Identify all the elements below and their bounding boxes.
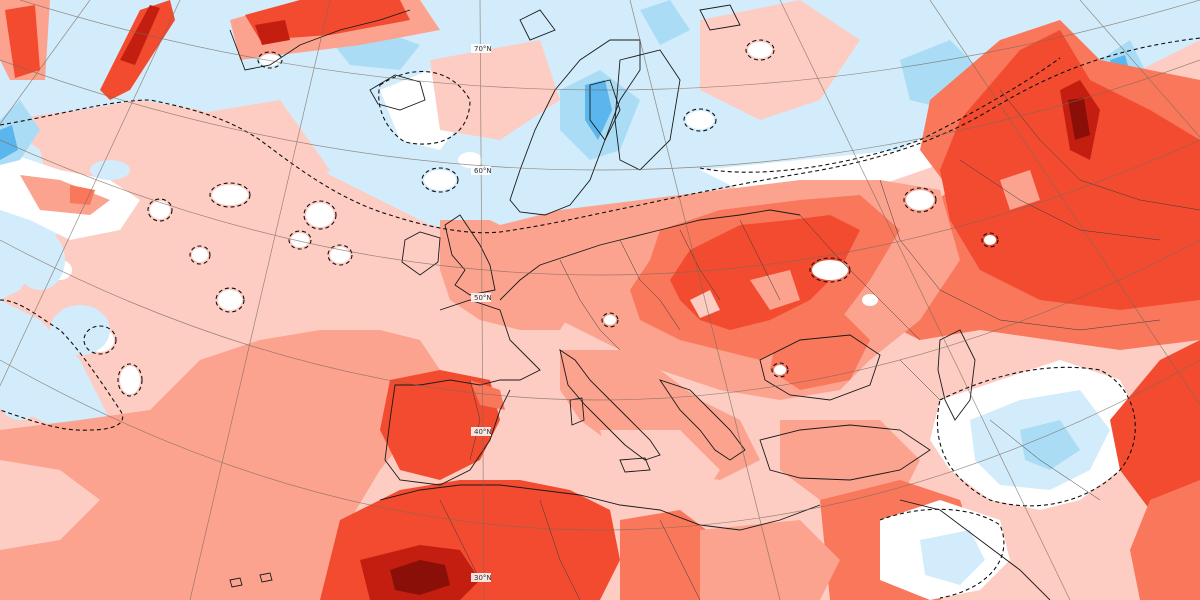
svg-text:50°N: 50°N [474, 294, 492, 302]
warm-anomaly-north [0, 0, 860, 230]
svg-text:70°N: 70°N [474, 45, 492, 53]
lat-label-50: 50°N [471, 293, 492, 302]
country-borders [439, 89, 1200, 600]
cool-patches [0, 160, 130, 420]
lat-label-40: 40°N [471, 427, 492, 436]
coastlines [229, 4, 1051, 600]
zero-anomaly-contours [0, 37, 1200, 599]
warm-anomaly-western-europe [440, 220, 920, 500]
cool-anomaly-north [0, 0, 1200, 430]
svg-text:60°N: 60°N [474, 167, 492, 175]
lat-label-30: 30°N [471, 573, 492, 582]
latitude-labels: 70°N 60°N 50°N 40°N 30°N [471, 44, 492, 582]
warm-anomaly-atlantic [0, 330, 440, 600]
svg-text:30°N: 30°N [474, 574, 492, 582]
svg-text:40°N: 40°N [474, 428, 492, 436]
lat-label-60: 60°N [471, 166, 492, 175]
warm-anomaly-central-europe [480, 180, 960, 400]
lat-label-70: 70°N [471, 44, 492, 53]
